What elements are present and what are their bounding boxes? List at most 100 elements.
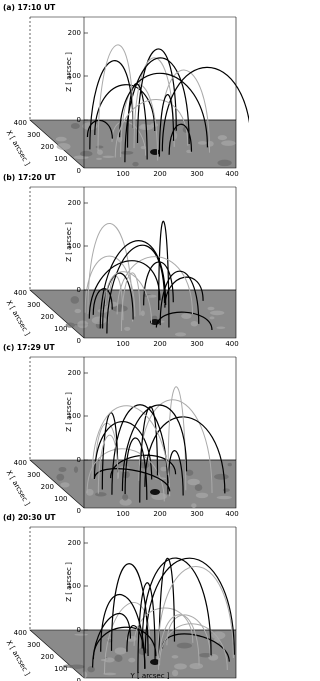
field-line [99, 240, 167, 329]
floor-patch [120, 151, 134, 155]
field-line [141, 557, 212, 656]
floor-patch [60, 482, 70, 488]
field-line [97, 434, 119, 494]
field-line [87, 223, 134, 322]
floor-patch [124, 326, 131, 331]
floor-patch [174, 663, 187, 670]
field-line [100, 594, 146, 669]
field-line [106, 244, 166, 334]
panel-label: (a) 17:10 UT [3, 3, 56, 12]
y-tick-label: 300 [190, 170, 203, 178]
floor-patch [74, 308, 82, 314]
y-tick-label: 400 [225, 510, 238, 518]
field-line [111, 121, 147, 156]
floor-patch [209, 316, 215, 320]
floor-patch [160, 466, 168, 472]
field-line [158, 94, 175, 157]
y-tick-label: 400 [225, 340, 238, 348]
z-tick-label: 200 [68, 199, 81, 207]
floor-patch [70, 122, 80, 130]
floor-patch [56, 143, 71, 151]
field-line [155, 311, 213, 331]
y-tick-label: 100 [116, 510, 129, 518]
floor-patch [55, 136, 67, 142]
z-tick-label: 0 [77, 116, 81, 124]
floor-patch [197, 141, 208, 145]
field-line [166, 614, 211, 657]
y-tick-label: 100 [116, 170, 129, 178]
x-tick-label: 400 [14, 459, 27, 467]
floor-patch [181, 313, 192, 319]
z-tick-label: 0 [77, 626, 81, 634]
field-line [159, 270, 200, 326]
field-line [97, 44, 134, 151]
floor-patch [209, 310, 225, 316]
y-tick-label: 200 [153, 340, 166, 348]
floor-patch [217, 159, 232, 167]
floor-patch [206, 140, 214, 147]
floor-patch [65, 322, 76, 328]
floor-patch [86, 488, 94, 496]
field-line [124, 57, 190, 163]
x-tick-label: 200 [41, 313, 54, 321]
floor-patch [100, 658, 107, 662]
floor-patch [217, 135, 228, 141]
floor-patch [103, 657, 115, 663]
z-axis-title: Z [ arcsec ] [65, 562, 73, 602]
floor-patch [69, 664, 85, 669]
floor-patch [185, 469, 194, 476]
field-line [84, 255, 136, 317]
x-tick-label: 100 [54, 325, 67, 333]
floor-patch [189, 662, 204, 670]
floor-patch [128, 657, 136, 663]
floor-patch [132, 161, 139, 167]
field-line [143, 261, 174, 306]
field-line [124, 437, 148, 500]
z-tick-label: 100 [68, 412, 81, 420]
y-tick-label: 400 [225, 170, 238, 178]
field-line [88, 260, 161, 319]
field-line [94, 84, 156, 136]
field-line [101, 412, 119, 490]
x-tick-label: 0 [77, 677, 81, 681]
floor-patch [114, 647, 127, 655]
x-tick-label: 0 [77, 337, 81, 345]
floor-patch [95, 145, 104, 149]
x-tick-label: 300 [27, 131, 40, 139]
floor-patch [80, 150, 93, 157]
floor-patch [151, 315, 158, 320]
field-line [158, 557, 176, 658]
floor-patch [227, 462, 232, 467]
floor-patch [171, 655, 179, 659]
field-line [93, 468, 171, 492]
sunspot [150, 659, 160, 665]
x-tick-label: 300 [27, 301, 40, 309]
floor-patch [198, 652, 213, 658]
z-axis-title: Z [ arcsec ] [65, 392, 73, 432]
field-line [110, 563, 149, 656]
field-line [164, 276, 204, 308]
x-tick-label: 300 [27, 641, 40, 649]
floor-patch [62, 664, 73, 668]
floor-patch [70, 296, 80, 304]
sunspot [150, 149, 160, 155]
field-line [158, 614, 200, 670]
field-line [103, 602, 151, 674]
x-tick-label: 0 [77, 167, 81, 175]
floor-patch [96, 157, 103, 160]
field-line [91, 613, 132, 668]
floor-patch [104, 305, 111, 312]
field-line [144, 416, 226, 494]
floor-patch [207, 306, 215, 311]
floor-patch [114, 654, 123, 662]
floor-patch [176, 642, 192, 649]
floor-patch [91, 316, 107, 325]
field-line [92, 626, 157, 660]
floor-patch [111, 305, 128, 313]
x-tick-label: 0 [77, 507, 81, 515]
floor-patch [211, 631, 226, 640]
